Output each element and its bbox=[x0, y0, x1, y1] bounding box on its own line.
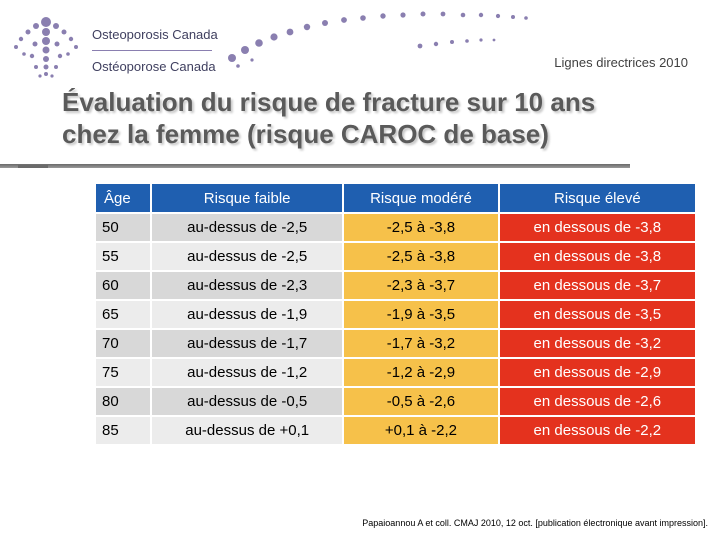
low-risk-cell: au-dessus de -0,5 bbox=[152, 388, 343, 415]
high-risk-cell: en dessous de -3,7 bbox=[499, 272, 695, 299]
title-underline bbox=[0, 164, 630, 168]
low-risk-cell: au-dessus de -2,5 bbox=[152, 214, 343, 241]
decorative-dot-arc bbox=[228, 11, 528, 68]
age-cell: 80 bbox=[96, 388, 151, 415]
slide-title-line-1: Évaluation du risque de fracture sur 10 … bbox=[62, 87, 596, 117]
high-risk-cell: en dessous de -3,2 bbox=[499, 330, 695, 357]
source-citation: Papaioannou A et coll. CMAJ 2010, 12 oct… bbox=[362, 518, 708, 528]
low-risk-cell: au-dessus de -2,3 bbox=[152, 272, 343, 299]
moderate-risk-cell: -1,7 à -3,2 bbox=[344, 330, 498, 357]
high-risk-cell: en dessous de -3,8 bbox=[499, 243, 695, 270]
title-underline-tab bbox=[18, 165, 48, 168]
age-cell: 65 bbox=[96, 301, 151, 328]
table-row: 85 au-dessus de +0,1 +0,1 à -2,2 en dess… bbox=[96, 417, 695, 444]
moderate-risk-cell: -1,2 à -2,9 bbox=[344, 359, 498, 386]
low-risk-cell: au-dessus de -1,9 bbox=[152, 301, 343, 328]
low-risk-cell: au-dessus de +0,1 bbox=[152, 417, 343, 444]
osteoporosis-canada-logo bbox=[14, 17, 78, 78]
brand-name-en: Osteoporosis Canada bbox=[92, 27, 218, 42]
moderate-risk-cell: -0,5 à -2,6 bbox=[344, 388, 498, 415]
column-header-high-risk: Risque élevé bbox=[499, 184, 695, 212]
column-header-moderate-risk: Risque modéré bbox=[344, 184, 498, 212]
table-row: 65 au-dessus de -1,9 -1,9 à -3,5 en dess… bbox=[96, 301, 695, 328]
high-risk-cell: en dessous de -2,9 bbox=[499, 359, 695, 386]
table-header-row: Âge Risque faible Risque modéré Risque é… bbox=[96, 184, 695, 212]
table-row: 60 au-dessus de -2,3 -2,3 à -3,7 en dess… bbox=[96, 272, 695, 299]
table-row: 55 au-dessus de -2,5 -2,5 à -3,8 en dess… bbox=[96, 243, 695, 270]
low-risk-cell: au-dessus de -1,7 bbox=[152, 330, 343, 357]
brand-divider bbox=[92, 50, 212, 51]
age-cell: 75 bbox=[96, 359, 151, 386]
moderate-risk-cell: -2,5 à -3,8 bbox=[344, 214, 498, 241]
table-row: 75 au-dessus de -1,2 -1,2 à -2,9 en dess… bbox=[96, 359, 695, 386]
moderate-risk-cell: -2,3 à -3,7 bbox=[344, 272, 498, 299]
low-risk-cell: au-dessus de -2,5 bbox=[152, 243, 343, 270]
brand-name-fr: Ostéoporose Canada bbox=[92, 59, 216, 74]
high-risk-cell: en dessous de -2,6 bbox=[499, 388, 695, 415]
moderate-risk-cell: -1,9 à -3,5 bbox=[344, 301, 498, 328]
age-cell: 85 bbox=[96, 417, 151, 444]
column-header-age: Âge bbox=[96, 184, 151, 212]
high-risk-cell: en dessous de -3,5 bbox=[499, 301, 695, 328]
guidelines-subtitle: Lignes directrices 2010 bbox=[554, 55, 688, 70]
age-cell: 70 bbox=[96, 330, 151, 357]
fracture-risk-table: Âge Risque faible Risque modéré Risque é… bbox=[94, 182, 697, 446]
table-row: 70 au-dessus de -1,7 -1,7 à -3,2 en dess… bbox=[96, 330, 695, 357]
low-risk-cell: au-dessus de -1,2 bbox=[152, 359, 343, 386]
slide-title: Évaluation du risque de fracture sur 10 … bbox=[62, 86, 595, 150]
slide-title-line-2: chez la femme (risque CAROC de base) bbox=[62, 119, 549, 149]
age-cell: 50 bbox=[96, 214, 151, 241]
age-cell: 60 bbox=[96, 272, 151, 299]
table-row: 50 au-dessus de -2,5 -2,5 à -3,8 en dess… bbox=[96, 214, 695, 241]
moderate-risk-cell: +0,1 à -2,2 bbox=[344, 417, 498, 444]
table-row: 80 au-dessus de -0,5 -0,5 à -2,6 en dess… bbox=[96, 388, 695, 415]
high-risk-cell: en dessous de -2,2 bbox=[499, 417, 695, 444]
column-header-low-risk: Risque faible bbox=[152, 184, 343, 212]
moderate-risk-cell: -2,5 à -3,8 bbox=[344, 243, 498, 270]
high-risk-cell: en dessous de -3,8 bbox=[499, 214, 695, 241]
age-cell: 55 bbox=[96, 243, 151, 270]
